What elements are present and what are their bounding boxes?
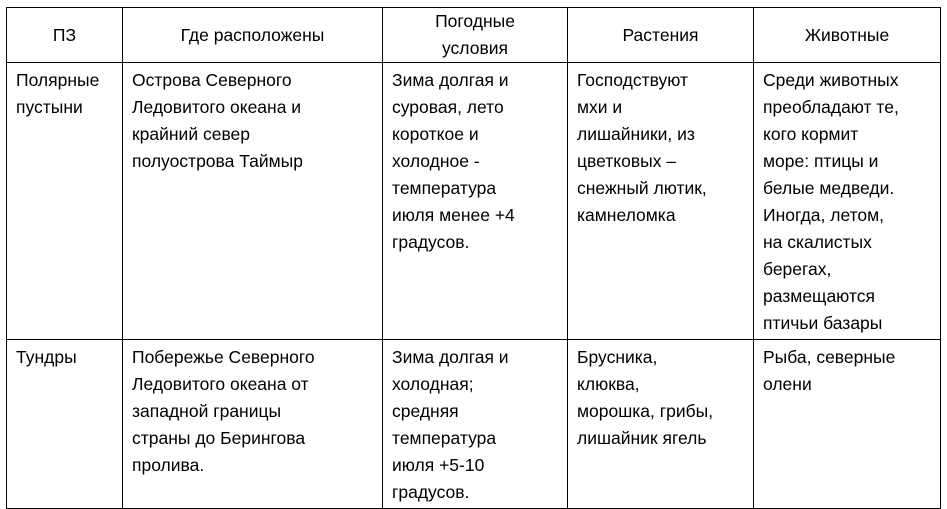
cell-plants: Господствуют мхи и лишайники, из цветков… bbox=[567, 62, 754, 340]
header-zone: ПЗ bbox=[6, 7, 123, 63]
cell-location: Побережье Северного Ледовитого океана от… bbox=[122, 339, 383, 509]
natural-zones-table: ПЗ Где расположены Погодные условия Раст… bbox=[6, 7, 941, 509]
cell-zone: Полярные пустыни bbox=[6, 62, 123, 340]
cell-weather: Зима долгая и суровая, лето короткое и х… bbox=[382, 62, 568, 340]
cell-zone: Тундры bbox=[6, 339, 123, 509]
table-row: Тундры Побережье Северного Ледовитого ок… bbox=[6, 339, 941, 509]
cell-plants: Брусника, клюква, морошка, грибы, лишайн… bbox=[567, 339, 754, 509]
cell-animals: Рыба, северные олени bbox=[753, 339, 941, 509]
header-location: Где расположены bbox=[122, 7, 383, 63]
cell-weather: Зима долгая и холодная; средняя температ… bbox=[382, 339, 568, 509]
header-animals: Животные bbox=[753, 7, 941, 63]
table-row: Полярные пустыни Острова Северного Ледов… bbox=[6, 62, 941, 340]
header-weather: Погодные условия bbox=[382, 7, 568, 63]
header-row: ПЗ Где расположены Погодные условия Раст… bbox=[6, 7, 941, 63]
header-plants: Растения bbox=[567, 7, 754, 63]
cell-animals: Среди животных преобладают те, кого корм… bbox=[753, 62, 941, 340]
cell-location: Острова Северного Ледовитого океана и кр… bbox=[122, 62, 383, 340]
